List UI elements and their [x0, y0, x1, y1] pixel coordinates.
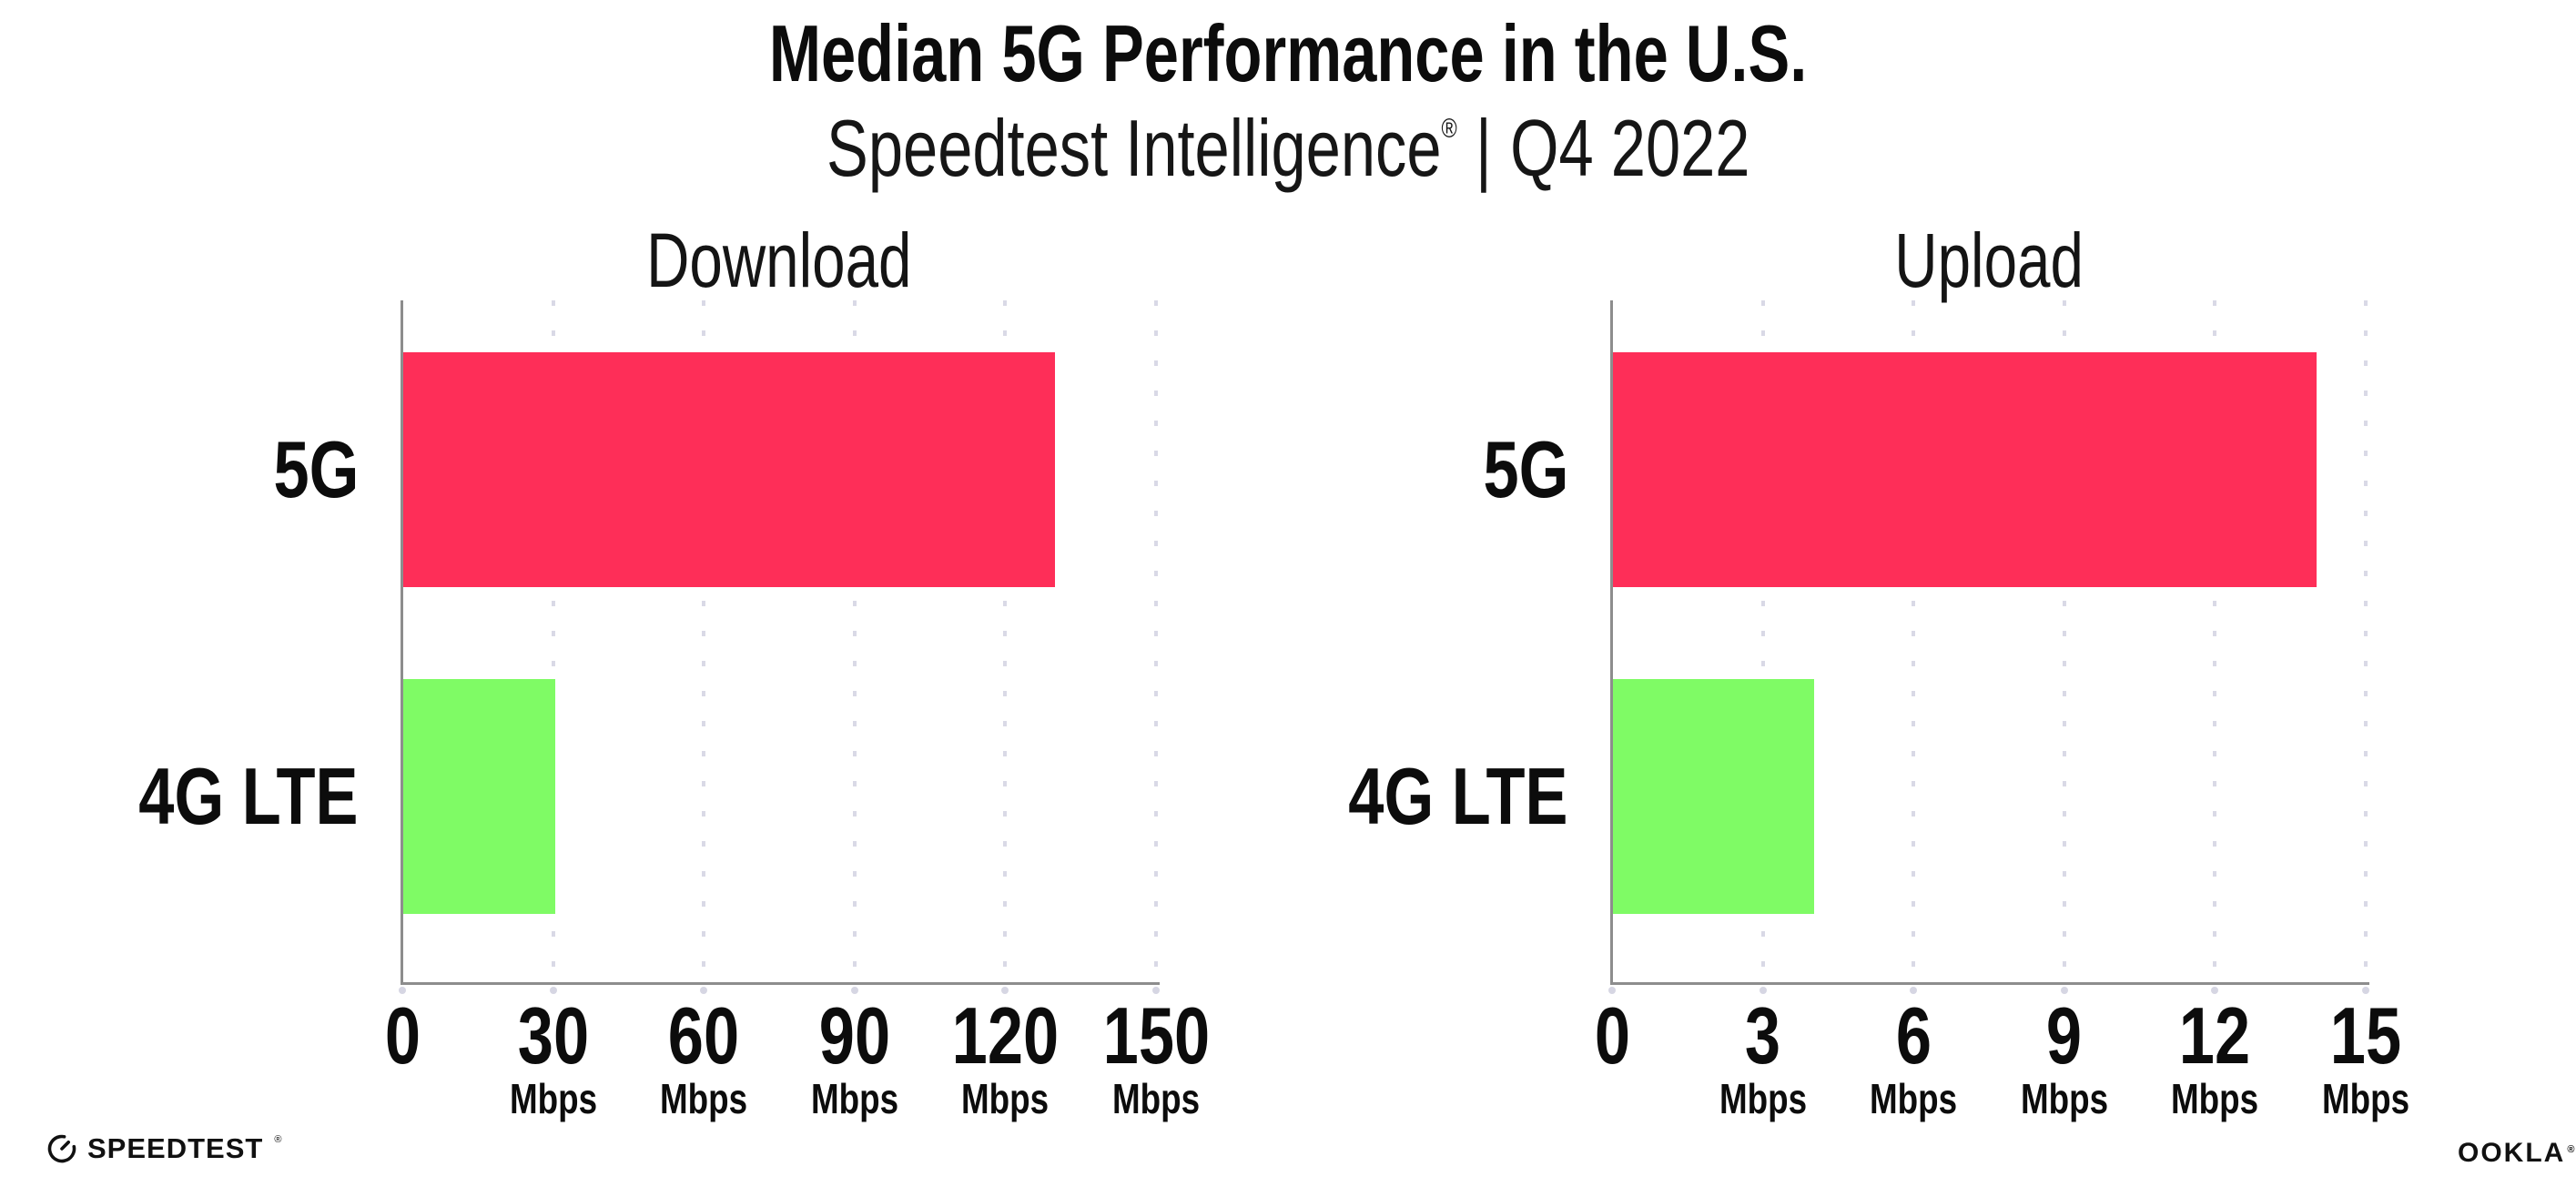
gridline	[1760, 300, 1765, 983]
ookla-logo-text: OOKLA	[2458, 1138, 2566, 1168]
subtitle-brand: Speedtest Intelligence	[826, 103, 1442, 193]
axis-tick-dot	[1608, 987, 1616, 994]
axis-tick-dot	[2362, 987, 2369, 994]
tick-value: 0	[1594, 990, 1630, 1080]
x-tick-9: 9 Mbps	[1882, 983, 2246, 1122]
x-tick-150: 150 Mbps	[974, 983, 1338, 1122]
x-tick-60: 60 Mbps	[522, 983, 886, 1122]
tick-value: 120	[951, 990, 1060, 1080]
gridline	[2062, 300, 2066, 983]
bar-5g	[403, 352, 1056, 587]
axis-tick-dot	[850, 987, 858, 994]
x-tick-30: 30 Mbps	[371, 983, 735, 1122]
speedtest-logo-text: SPEEDTEST	[87, 1132, 264, 1164]
tick-value: 12	[2179, 990, 2251, 1080]
gridline	[551, 300, 555, 983]
chart-title-download: Download	[646, 218, 912, 303]
tick-unit-label: Mbps	[1719, 1075, 1807, 1122]
axis-tick-dot	[1910, 987, 1918, 994]
y-axis-line	[1610, 300, 1613, 983]
category-label-5g: 5G	[1483, 424, 1568, 514]
tick-value: 30	[517, 990, 589, 1080]
bar-4g-lte	[1613, 679, 1814, 914]
gridline	[2364, 300, 2368, 983]
subtitle-separator: |	[1475, 103, 1492, 193]
gridline	[2213, 300, 2217, 983]
page-title-text: Median 5G Performance in the U.S.	[768, 8, 1808, 98]
tick-unit-label: Mbps	[509, 1075, 597, 1122]
x-tick-3: 3 Mbps	[1581, 983, 1945, 1122]
tick-value: 3	[1745, 990, 1781, 1080]
tick-unit-label: Mbps	[660, 1075, 748, 1122]
tick-unit-label: Mbps	[1870, 1075, 1958, 1122]
gridline	[1912, 300, 1916, 983]
axis-tick-dot	[549, 987, 557, 994]
speedtest-logo: SPEEDTEST ®	[46, 1132, 281, 1165]
tick-value: 150	[1102, 990, 1210, 1080]
gridline	[702, 300, 706, 983]
bar-5g	[1613, 352, 2317, 587]
axis-tick-dot	[1759, 987, 1767, 994]
y-axis-line	[401, 300, 403, 983]
gridline	[1003, 300, 1008, 983]
tick-value: 9	[2046, 990, 2083, 1080]
x-tick-0: 0	[220, 983, 584, 1076]
x-tick-12: 12 Mbps	[2033, 983, 2397, 1122]
x-tick-90: 90 Mbps	[673, 983, 1037, 1122]
tick-unit-label: Mbps	[1111, 1075, 1201, 1122]
axis-tick-dot	[700, 987, 708, 994]
tick-unit-label: Mbps	[2020, 1075, 2108, 1122]
subtitle-period: Q4 2022	[1509, 103, 1750, 193]
tick-value: 15	[2329, 990, 2402, 1080]
registered-trademark-icon: ®	[1441, 114, 1457, 144]
tick-value: 0	[384, 990, 421, 1080]
gridline	[852, 300, 857, 983]
category-label-4g-lte: 4G LTE	[1348, 751, 1568, 841]
plot-area: 0 30 Mbps 60 Mbps 90 Mbps 120 Mbps 150 Mbps 5G 4G LT…	[139, 300, 1210, 1120]
tick-unit-label: Mbps	[2171, 1075, 2259, 1122]
axis-tick-dot	[399, 987, 406, 994]
category-label-4g-lte: 4G LTE	[138, 751, 359, 841]
x-tick-0: 0	[1430, 983, 1794, 1076]
ookla-logo: OOKLA ®	[2458, 1138, 2576, 1169]
ookla-registered-mark-icon: ®	[2567, 1144, 2576, 1155]
tick-value: 6	[1895, 990, 1932, 1080]
x-tick-6: 6 Mbps	[1731, 983, 2095, 1122]
x-tick-15: 15 Mbps	[2184, 983, 2548, 1122]
x-tick-120: 120 Mbps	[823, 983, 1187, 1122]
speedtest-registered-mark-icon: ®	[274, 1134, 282, 1145]
tick-unit-label: Mbps	[2321, 1075, 2410, 1122]
bar-4g-lte	[403, 679, 556, 914]
axis-tick-dot	[1152, 987, 1160, 994]
x-axis-line	[1610, 982, 2369, 985]
page-subtitle: Speedtest Intelligence® | Q4 2022	[0, 102, 2576, 195]
gridline	[1154, 300, 1158, 983]
tick-value: 90	[818, 990, 890, 1080]
x-axis-line	[401, 982, 1160, 985]
tick-unit-label: Mbps	[961, 1075, 1050, 1122]
tick-unit-label: Mbps	[810, 1075, 898, 1122]
axis-tick-dot	[1001, 987, 1009, 994]
category-label-5g: 5G	[273, 424, 359, 514]
axis-tick-dot	[2060, 987, 2068, 994]
page-title: Median 5G Performance in the U.S.	[0, 7, 2576, 100]
tick-value: 60	[668, 990, 740, 1080]
plot-area: 0 3 Mbps 6 Mbps 9 Mbps 12 Mbps 15 Mbps 5G 4G LTE	[1349, 300, 2409, 1120]
axis-tick-dot	[2211, 987, 2219, 994]
chart-title-upload: Upload	[1894, 218, 2084, 303]
speedtest-gauge-icon	[47, 1134, 76, 1163]
